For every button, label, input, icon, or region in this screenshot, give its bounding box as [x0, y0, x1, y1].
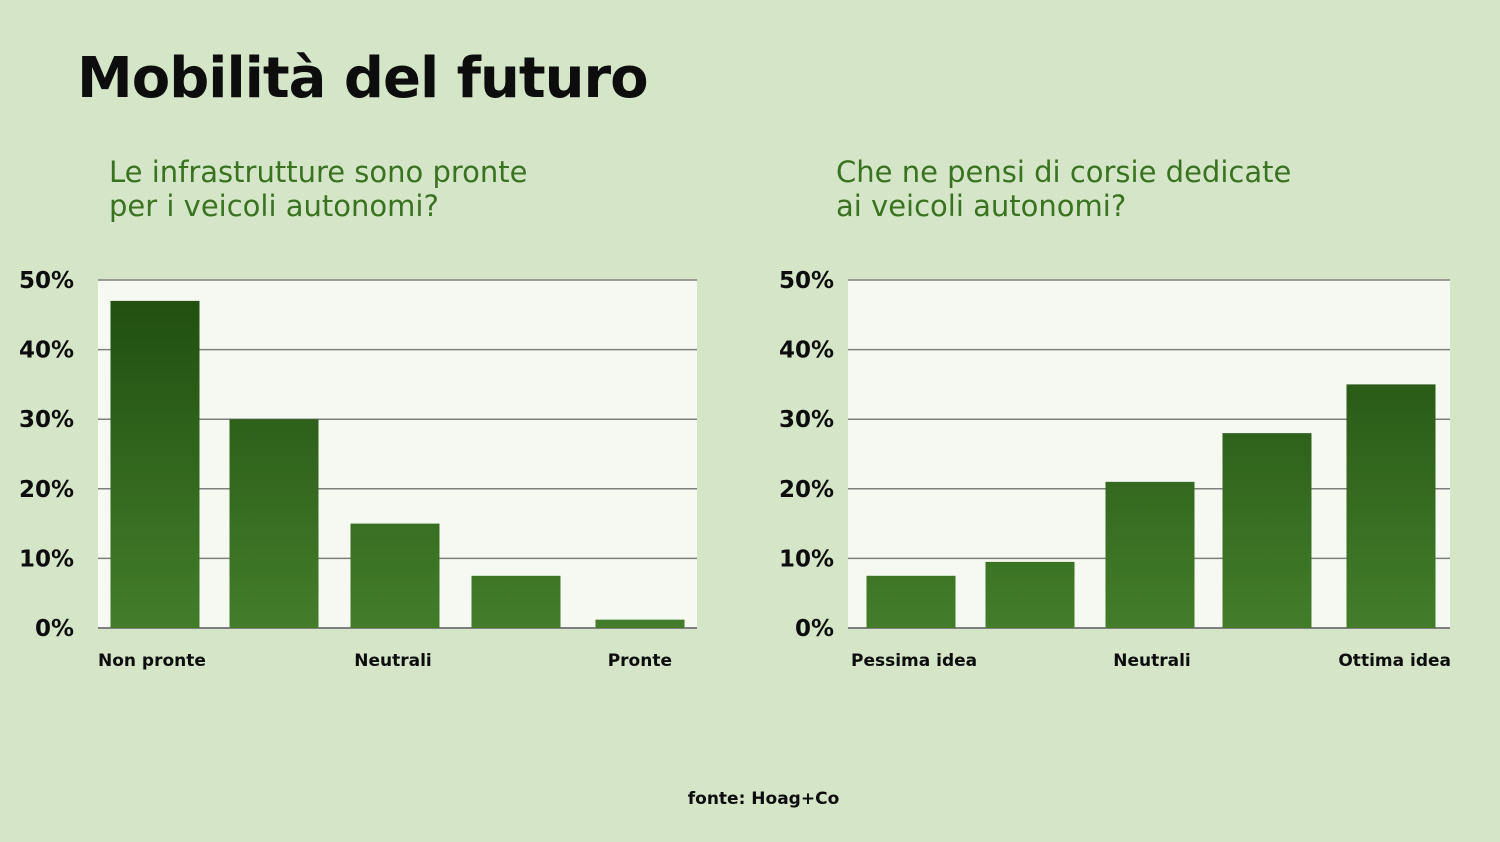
y-tick-label: 50% [19, 268, 74, 294]
chart-corsie-dedicate-svg: 0% 10% 20% 30% 40% 50% Pessima idea Neutrali Ott… [779, 268, 1451, 671]
chart-1-subtitle-line-2: per i veicoli autonomi? [109, 189, 439, 223]
bar [985, 561, 1075, 628]
y-tick-label: 30% [779, 407, 834, 433]
chart-2-subtitle: Che ne pensi di corsie dedicate ai veico… [836, 155, 1396, 223]
bar [866, 575, 956, 628]
bar [229, 419, 319, 628]
x-tick-label: Ottima idea [1338, 651, 1451, 671]
bar [471, 575, 561, 628]
bar [1222, 433, 1312, 628]
source-note: fonte: Hoag+Co [687, 789, 840, 809]
bar [595, 619, 685, 628]
y-tick-label: 40% [19, 338, 74, 364]
page-title: Mobilità del futuro [77, 46, 649, 111]
x-tick-label: Neutrali [354, 651, 432, 671]
chart-1-subtitle: Le infrastrutture sono pronte per i veic… [109, 155, 669, 223]
chart-corsie-dedicate: 0% 10% 20% 30% 40% 50% Pessima idea Neutrali Ott… [760, 255, 1500, 685]
chart-infrastrutture: 0% 10% 20% 30% 40% 50% Non pronte Neutrali Pront… [0, 255, 740, 685]
x-tick-label: Non pronte [98, 651, 206, 671]
bar [110, 300, 200, 628]
y-tick-label: 50% [779, 268, 834, 294]
x-tick-label: Neutrali [1113, 651, 1191, 671]
bar [1346, 384, 1436, 628]
y-tick-label: 20% [19, 477, 74, 503]
y-tick-label: 10% [779, 546, 834, 572]
y-tick-label: 10% [19, 546, 74, 572]
chart-2-subtitle-line-1: Che ne pensi di corsie dedicate [836, 155, 1292, 189]
y-tick-label: 40% [779, 338, 834, 364]
y-tick-label: 20% [779, 477, 834, 503]
x-tick-label: Pessima idea [851, 651, 977, 671]
y-tick-label: 0% [795, 616, 834, 642]
chart-2-subtitle-line-2: ai veicoli autonomi? [836, 189, 1127, 223]
y-tick-label: 0% [35, 616, 74, 642]
y-tick-label: 30% [19, 407, 74, 433]
bar [350, 523, 440, 628]
x-tick-label: Pronte [608, 651, 672, 671]
bar [1105, 481, 1195, 628]
chart-infrastrutture-svg: 0% 10% 20% 30% 40% 50% Non pronte Neutrali Pront… [19, 268, 697, 671]
chart-1-subtitle-line-1: Le infrastrutture sono pronte [109, 155, 528, 189]
